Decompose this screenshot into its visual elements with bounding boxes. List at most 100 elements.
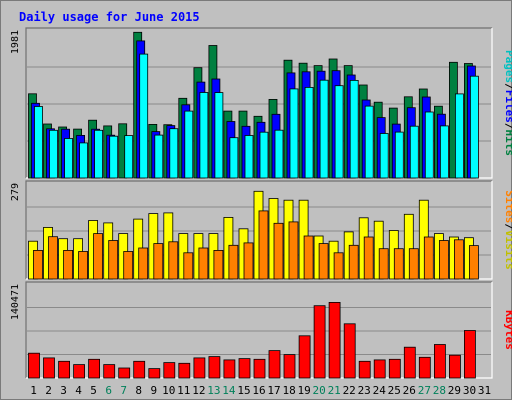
kbytes-bar: [43, 357, 55, 379]
pages-bar: [439, 125, 449, 179]
pages-bar: [64, 138, 73, 179]
sites-bar: [33, 249, 43, 280]
sites-visits-ymax-label: 279: [10, 183, 21, 201]
sites-bar: [48, 236, 58, 280]
day-label: 14: [222, 384, 236, 397]
pages-bar: [454, 93, 464, 179]
day-label: 25: [388, 384, 401, 397]
sites-bar: [93, 233, 103, 280]
kbytes-bar: [118, 367, 131, 379]
day-label: 27: [418, 384, 431, 397]
sites-bar: [363, 236, 374, 280]
day-label: 3: [60, 384, 67, 397]
sites-bar: [198, 247, 209, 280]
sites-bar: [288, 221, 299, 280]
pages-bar: [199, 92, 209, 179]
day-label: 11: [177, 384, 190, 397]
kbytes-bar: [193, 357, 206, 379]
pages-bar: [394, 131, 404, 179]
series-label-part: /: [503, 83, 512, 90]
day-label: 4: [75, 384, 82, 397]
day-label: 13: [207, 384, 220, 397]
day-label: 18: [282, 384, 295, 397]
kbytes-panel: 140471 KBytes: [10, 281, 512, 379]
series-label-part: Pages: [503, 50, 512, 83]
pages-bar: [79, 142, 88, 179]
pages-bar: [349, 80, 359, 179]
sites-bar: [138, 247, 149, 280]
chart-title: Daily usage for June 2015: [19, 10, 200, 24]
pages-bar: [259, 131, 269, 179]
kbytes-bar: [463, 330, 476, 379]
kbytes-bar: [103, 364, 116, 379]
kbytes-bar: [358, 360, 371, 379]
kbytes-bar: [58, 360, 70, 379]
kbytes-bar: [28, 352, 40, 379]
kbytes-bar: [148, 368, 161, 379]
pages-bar: [409, 125, 419, 179]
kbytes-bar: [208, 356, 221, 379]
sites-bar: [123, 251, 134, 280]
pages-bar: [124, 135, 134, 179]
x-axis-day-labels: 1 2 3 4 5 6 7 8 9 10 11 12 13 14 15 16 17 18 19 20 21 22 23 24 2…: [30, 384, 491, 397]
sites-bar: [348, 244, 359, 280]
day-label: 24: [373, 384, 387, 397]
kbytes-bar: [133, 360, 146, 379]
kbytes-bar: [448, 354, 461, 379]
kbytes-bar: [268, 350, 281, 379]
pages-bar: [334, 85, 344, 179]
kbytes-ymax-label: 140471: [10, 284, 21, 320]
sites-bar: [168, 241, 179, 280]
day-label: 7: [120, 384, 127, 397]
day-label: 30: [463, 384, 476, 397]
pages-bar: [34, 106, 43, 179]
sites-bar: [303, 235, 314, 280]
series-label-part: KBytes: [503, 310, 512, 350]
day-label: 10: [162, 384, 175, 397]
pages-bar: [304, 87, 314, 179]
series-label-part: /: [503, 223, 512, 230]
day-label: 5: [90, 384, 97, 397]
pages-bar: [424, 111, 434, 179]
day-label: 8: [135, 384, 142, 397]
pages-bar: [139, 53, 149, 179]
kbytes-bar: [403, 346, 416, 379]
pages-bar: [184, 110, 194, 179]
pages-bar: [94, 129, 103, 179]
pages-bar: [244, 135, 254, 179]
kbytes-bar: [298, 335, 311, 379]
kbytes-bar: [373, 359, 386, 379]
day-label: 29: [448, 384, 461, 397]
day-label: 21: [328, 384, 341, 397]
kbytes-bar: [388, 358, 401, 379]
day-label: 20: [312, 384, 325, 397]
pages-bar: [229, 137, 239, 179]
pages-bar: [364, 105, 374, 179]
sites-bar: [243, 242, 254, 280]
sites-visits-series-label: Sites/Visits: [503, 190, 512, 270]
pages-bar: [319, 79, 329, 179]
kbytes-bar: [433, 344, 446, 379]
pages-bar: [49, 129, 58, 179]
kbytes-bar: [178, 362, 191, 379]
sites-bar: [333, 252, 344, 280]
sites-bar: [408, 248, 419, 280]
sites-bar: [438, 240, 449, 280]
series-label-part: Hits: [503, 130, 512, 157]
kbytes-bar: [223, 359, 236, 379]
pages-files-hits-series-label: Pages/Files/Hits: [503, 50, 512, 156]
kbytes-bar: [313, 305, 326, 379]
day-label: 9: [150, 384, 157, 397]
series-label-part: Visits: [503, 230, 512, 270]
day-label: 23: [358, 384, 371, 397]
pages-bar: [469, 75, 479, 179]
day-label: 12: [192, 384, 205, 397]
sites-visits-border-dark: [25, 180, 492, 279]
kbytes-bar: [328, 301, 341, 379]
day-label: 22: [343, 384, 356, 397]
day-label: 15: [237, 384, 250, 397]
day-label: 6: [105, 384, 112, 397]
sites-bar: [393, 248, 404, 280]
